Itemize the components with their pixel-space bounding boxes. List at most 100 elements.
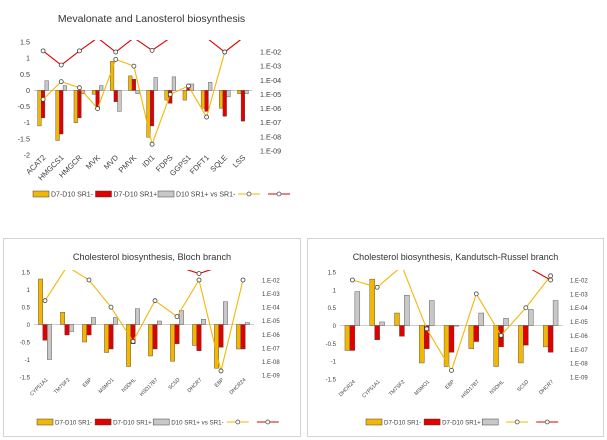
bar-d10-sr1-vs-sr1-	[478, 312, 484, 326]
marker-point	[349, 277, 355, 283]
bar-d10-sr1-vs-sr1-	[244, 322, 250, 325]
marker-point	[218, 368, 224, 374]
marker-point	[152, 298, 158, 304]
legend-label: D7-D10 SR1-	[384, 419, 421, 426]
legend-label: D7-D10 SR1+	[442, 419, 481, 426]
bar-d7-d10-sr1-	[148, 324, 153, 357]
y-tick-label-right: 1.E-04	[570, 306, 588, 312]
x-tick-label: DHCR24	[228, 377, 247, 396]
chart-kandutsch: Cholesterol biosynthesis, Kandutsch-Russ…	[326, 252, 589, 426]
bar-d7-d10-sr1-	[77, 90, 82, 119]
chart-title: Cholesterol biosynthesis, Bloch branch	[73, 252, 231, 262]
y-tick-label-left: 1	[333, 288, 337, 294]
marker-point	[58, 79, 64, 85]
marker-point	[196, 271, 202, 276]
x-tick-label: MSMO1	[413, 379, 431, 397]
bar-d7-d10-sr1-	[170, 324, 175, 362]
x-tick-label: SQLE	[208, 153, 229, 174]
bar-d10-sr1-vs-sr1-	[153, 77, 158, 91]
x-tick-label: HSD17B7	[139, 377, 160, 398]
y-tick-label-right: 1.E-08	[260, 132, 281, 141]
legend-swatch	[481, 418, 499, 426]
y-tick-label-right: 1.E-06	[260, 104, 281, 113]
x-tick-label: SC5D	[167, 377, 181, 391]
bar-d7-d10-sr1-	[164, 90, 169, 101]
y-tick-label-right: 1.E-02	[262, 279, 280, 285]
bar-d7-d10-sr1-	[192, 324, 197, 346]
legend-swatch	[152, 418, 170, 426]
bar-d7-d10-sr1-	[374, 325, 380, 340]
y-tick-label-right: 1.E-04	[262, 306, 280, 312]
legend-marker-point	[246, 191, 252, 197]
bar-d10-sr1-vs-sr1-	[62, 85, 67, 91]
bar-d7-d10-sr1-	[86, 324, 92, 336]
bar-d7-d10-sr1-	[150, 90, 155, 127]
y-tick-label-left: -2	[24, 151, 30, 160]
legend-marker-point	[544, 419, 550, 425]
bar-d10-sr1-vs-sr1-	[453, 325, 460, 327]
bar-d10-sr1-vs-sr1-	[68, 324, 74, 332]
bar-d7-d10-sr1-	[240, 324, 246, 350]
bar-d7-d10-sr1-	[236, 324, 241, 350]
marker-point	[86, 277, 92, 283]
bar-d10-sr1-vs-sr1-	[503, 318, 509, 326]
marker-point	[167, 92, 173, 97]
marker-point	[77, 85, 82, 91]
marker-point	[449, 367, 454, 373]
legend-marker-point	[235, 419, 241, 425]
x-tick-label: EBP	[82, 377, 94, 389]
bar-d7-d10-sr1-	[196, 324, 202, 351]
bar-d7-d10-sr1-	[448, 325, 455, 353]
marker-point	[222, 49, 228, 55]
x-tick-label: NSDHL	[489, 379, 506, 396]
bar-d7-d10-sr1-	[182, 90, 187, 101]
bar-d7-d10-sr1-	[222, 90, 227, 117]
bar-d10-sr1-vs-sr1-	[134, 308, 140, 325]
marker-point	[95, 106, 100, 111]
bar-d7-d10-sr1-	[204, 90, 209, 112]
bar-d7-d10-sr1-	[41, 90, 46, 119]
y-tick-label-left: -1.5	[18, 134, 30, 143]
y-tick-label-right: 1.E-08	[570, 362, 588, 368]
bar-d7-d10-sr1-	[152, 324, 158, 350]
bar-d10-sr1-vs-sr1-	[200, 319, 206, 325]
marker-point	[473, 291, 479, 297]
legend-swatch	[32, 190, 50, 198]
marker-point	[196, 277, 202, 283]
bar-d7-d10-sr1-	[38, 278, 44, 325]
bar-d10-sr1-vs-sr1-	[90, 317, 96, 325]
marker-point	[204, 114, 209, 120]
bar-d7-d10-sr1-	[473, 325, 479, 342]
bar-d7-d10-sr1-	[60, 312, 66, 325]
legend-marker-point	[514, 419, 520, 425]
legend-label: D7-D10 SR1+	[113, 419, 152, 426]
y-tick-label-right: 1.E-02	[260, 48, 281, 57]
x-tick-label: MSMO1	[98, 377, 116, 395]
bar-d10-sr1-vs-sr1-	[404, 294, 410, 326]
bar-d10-sr1-vs-sr1-	[428, 300, 435, 326]
marker-point	[40, 96, 46, 102]
x-tick-label: PMVK	[117, 153, 139, 175]
y-tick-label-left: 0.5	[22, 306, 31, 312]
x-tick-label: TM7SF2	[53, 377, 71, 395]
x-tick-label: NSDHL	[121, 377, 138, 394]
y-tick-label-left: 1	[26, 54, 30, 63]
chart-panel-kandutsch: Cholesterol biosynthesis, Kandutsch-Russ…	[307, 238, 604, 437]
x-tick-label: LSS	[231, 153, 248, 170]
marker-point	[548, 273, 554, 279]
marker-point	[113, 49, 119, 55]
marker-line	[186, 270, 212, 275]
bar-d7-d10-sr1-	[42, 324, 48, 341]
bar-d10-sr1-vs-sr1-	[208, 82, 213, 91]
bar-d7-d10-sr1-	[399, 325, 405, 337]
y-tick-label-left: -1	[25, 358, 31, 364]
bar-d7-d10-sr1-	[424, 325, 430, 349]
bar-d7-d10-sr1-	[59, 90, 64, 135]
chart-panel-bloch: Cholesterol biosynthesis, Bloch branch 1.…	[3, 238, 301, 437]
y-tick-label-left: 0	[26, 86, 30, 95]
x-tick-label: HSD17B7	[460, 379, 481, 400]
bar-d10-sr1-vs-sr1-	[99, 85, 104, 91]
bar-d7-d10-sr1-	[128, 75, 133, 91]
x-tick-label: SC5D	[516, 379, 530, 393]
y-tick-label-left: 0	[27, 323, 31, 329]
